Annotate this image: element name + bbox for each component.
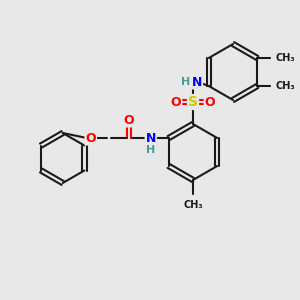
Text: CH₃: CH₃ [275,81,295,91]
Text: S: S [188,95,198,109]
Text: O: O [171,95,181,109]
Text: O: O [123,113,134,127]
Text: N: N [146,131,156,145]
Text: H: H [182,77,190,87]
Text: O: O [85,131,96,145]
Text: CH₃: CH₃ [275,53,295,63]
Text: CH₃: CH₃ [183,200,203,210]
Text: H: H [146,145,155,155]
Text: O: O [205,95,215,109]
Text: N: N [192,76,202,88]
